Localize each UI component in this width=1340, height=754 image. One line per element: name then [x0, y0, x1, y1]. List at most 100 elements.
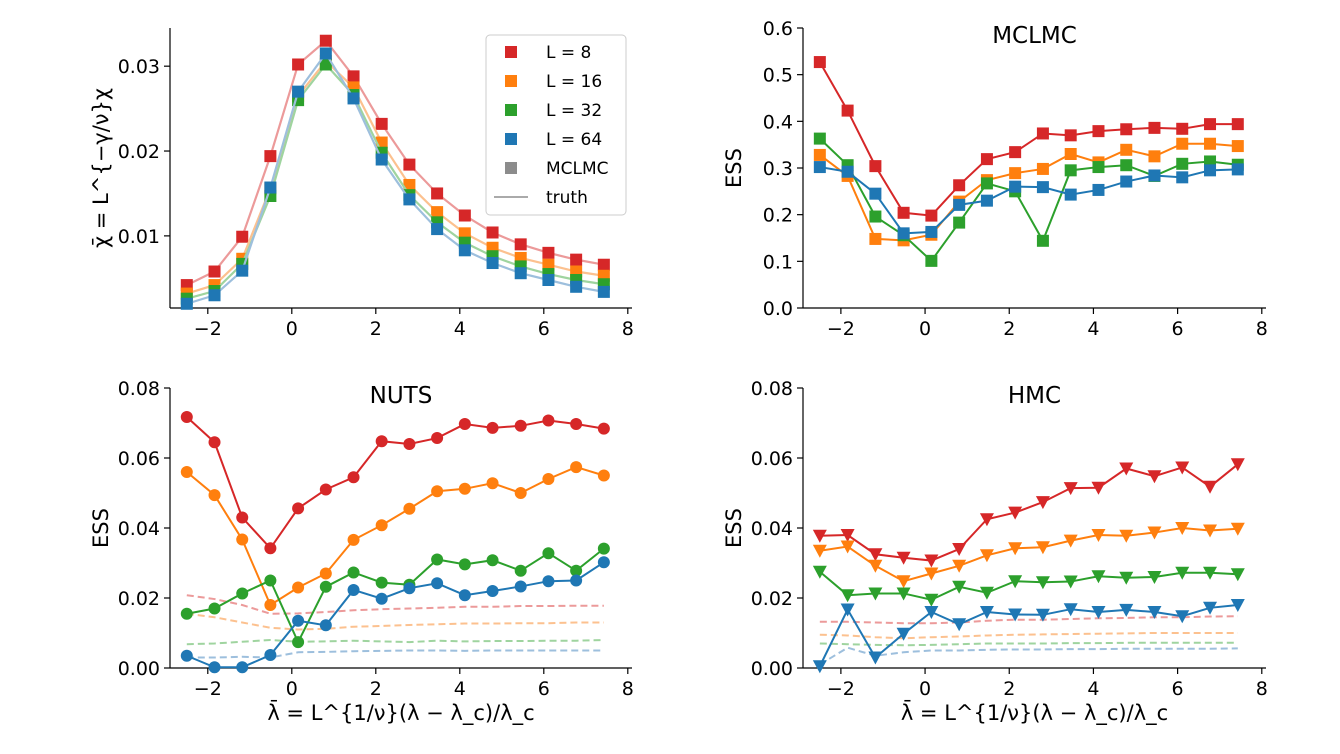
x-tick-label: 4 [1087, 678, 1099, 700]
data-point [841, 165, 854, 178]
data-point [1176, 122, 1189, 135]
data-point [458, 482, 471, 495]
data-point [1230, 522, 1245, 536]
data-point [925, 209, 938, 222]
y-tick-label: 0.08 [751, 378, 793, 400]
x-tick-label: 8 [1256, 318, 1268, 340]
data-point [1092, 183, 1105, 196]
series-line [819, 570, 1238, 601]
x-tick-label: 6 [538, 318, 550, 340]
data-point [570, 418, 583, 431]
data-point [458, 244, 471, 257]
y-tick-label: 0.03 [118, 56, 160, 78]
x-tick-label: −2 [194, 678, 222, 700]
series-line [186, 466, 605, 607]
data-point [1230, 458, 1245, 472]
data-point [542, 246, 555, 259]
data-point [1231, 118, 1244, 131]
data-point [1176, 157, 1189, 170]
data-point [542, 414, 555, 427]
data-point [1091, 606, 1106, 619]
data-point [458, 209, 471, 222]
data-point [486, 477, 499, 490]
data-point [264, 599, 277, 611]
x-tick-label: 8 [622, 318, 634, 340]
data-point [236, 587, 249, 600]
data-point [347, 92, 360, 105]
data-point [180, 649, 193, 662]
data-point [896, 587, 911, 601]
data-point [375, 519, 388, 532]
data-point [813, 56, 826, 69]
y-axis-label: χ̄ = L^{−γ/ν}χ [89, 88, 113, 248]
panel-nuts: −2 0 2 4 6 8 0.00 0.02 0.04 0.06 0.08 ESS NUTS λ̄ = L… [89, 378, 634, 726]
data-point [347, 533, 360, 546]
data-point [542, 473, 555, 485]
y-tick-label: 0.02 [118, 141, 160, 163]
x-tick-label: −2 [827, 678, 855, 700]
y-tick-label: 0.04 [751, 518, 793, 540]
data-point [1204, 137, 1217, 150]
data-point [375, 592, 388, 605]
data-point [375, 117, 388, 130]
data-point [1091, 570, 1106, 584]
data-point [979, 513, 994, 527]
data-point [431, 206, 444, 219]
x-tick-label: 6 [538, 678, 550, 700]
legend-label: L = 64 [546, 130, 602, 150]
data-point [264, 542, 277, 555]
data-point [1119, 603, 1134, 617]
data-point [514, 419, 527, 432]
reference-line-L16 [819, 632, 1238, 640]
y-tick-label: 0.06 [118, 448, 160, 470]
data-point [597, 469, 610, 482]
x-tick-label: 4 [1087, 318, 1099, 340]
y-axis-label: ESS [722, 148, 746, 188]
data-point [869, 210, 882, 223]
legend-label: L = 16 [546, 72, 602, 92]
data-point [952, 580, 967, 594]
x-tick-label: 0 [286, 678, 298, 700]
data-point [1148, 150, 1161, 163]
data-point [1063, 575, 1078, 589]
data-point [1120, 123, 1133, 136]
data-point [319, 619, 332, 632]
data-point [1204, 118, 1217, 131]
y-axis-label: ESS [722, 508, 746, 548]
data-point [1119, 529, 1134, 543]
data-point [292, 581, 305, 594]
y-tick-label: 0.08 [118, 378, 160, 400]
y-tick-label: 0.4 [763, 111, 793, 133]
chart-title: MCLMC [992, 23, 1077, 49]
reference-line-L32 [186, 638, 604, 646]
data-point [1008, 608, 1023, 622]
data-point [897, 227, 910, 240]
legend-label: MCLMC [546, 159, 609, 179]
data-point [869, 160, 882, 173]
x-tick-label: 8 [622, 678, 634, 700]
x-tick-label: −2 [827, 318, 855, 340]
data-point [1063, 534, 1078, 548]
data-point [813, 148, 826, 161]
x-tick-label: 2 [1003, 318, 1015, 340]
data-point [813, 132, 826, 145]
data-point [868, 651, 883, 665]
reference-line-L8 [819, 615, 1238, 625]
data-point [208, 289, 221, 302]
data-point [264, 649, 277, 662]
data-point [812, 529, 827, 543]
data-point [264, 181, 277, 194]
data-point [1176, 137, 1189, 150]
reference-line-L16 [186, 612, 604, 631]
data-point [1120, 143, 1133, 156]
data-point [1147, 606, 1162, 619]
data-point [458, 418, 471, 431]
data-point [1064, 148, 1077, 160]
data-point [180, 466, 193, 478]
data-point [403, 438, 416, 450]
data-point [486, 226, 499, 239]
y-tick-label: 0.02 [751, 588, 793, 610]
data-point [292, 502, 305, 515]
data-point [1120, 175, 1133, 188]
x-tick-label: 2 [370, 678, 382, 700]
